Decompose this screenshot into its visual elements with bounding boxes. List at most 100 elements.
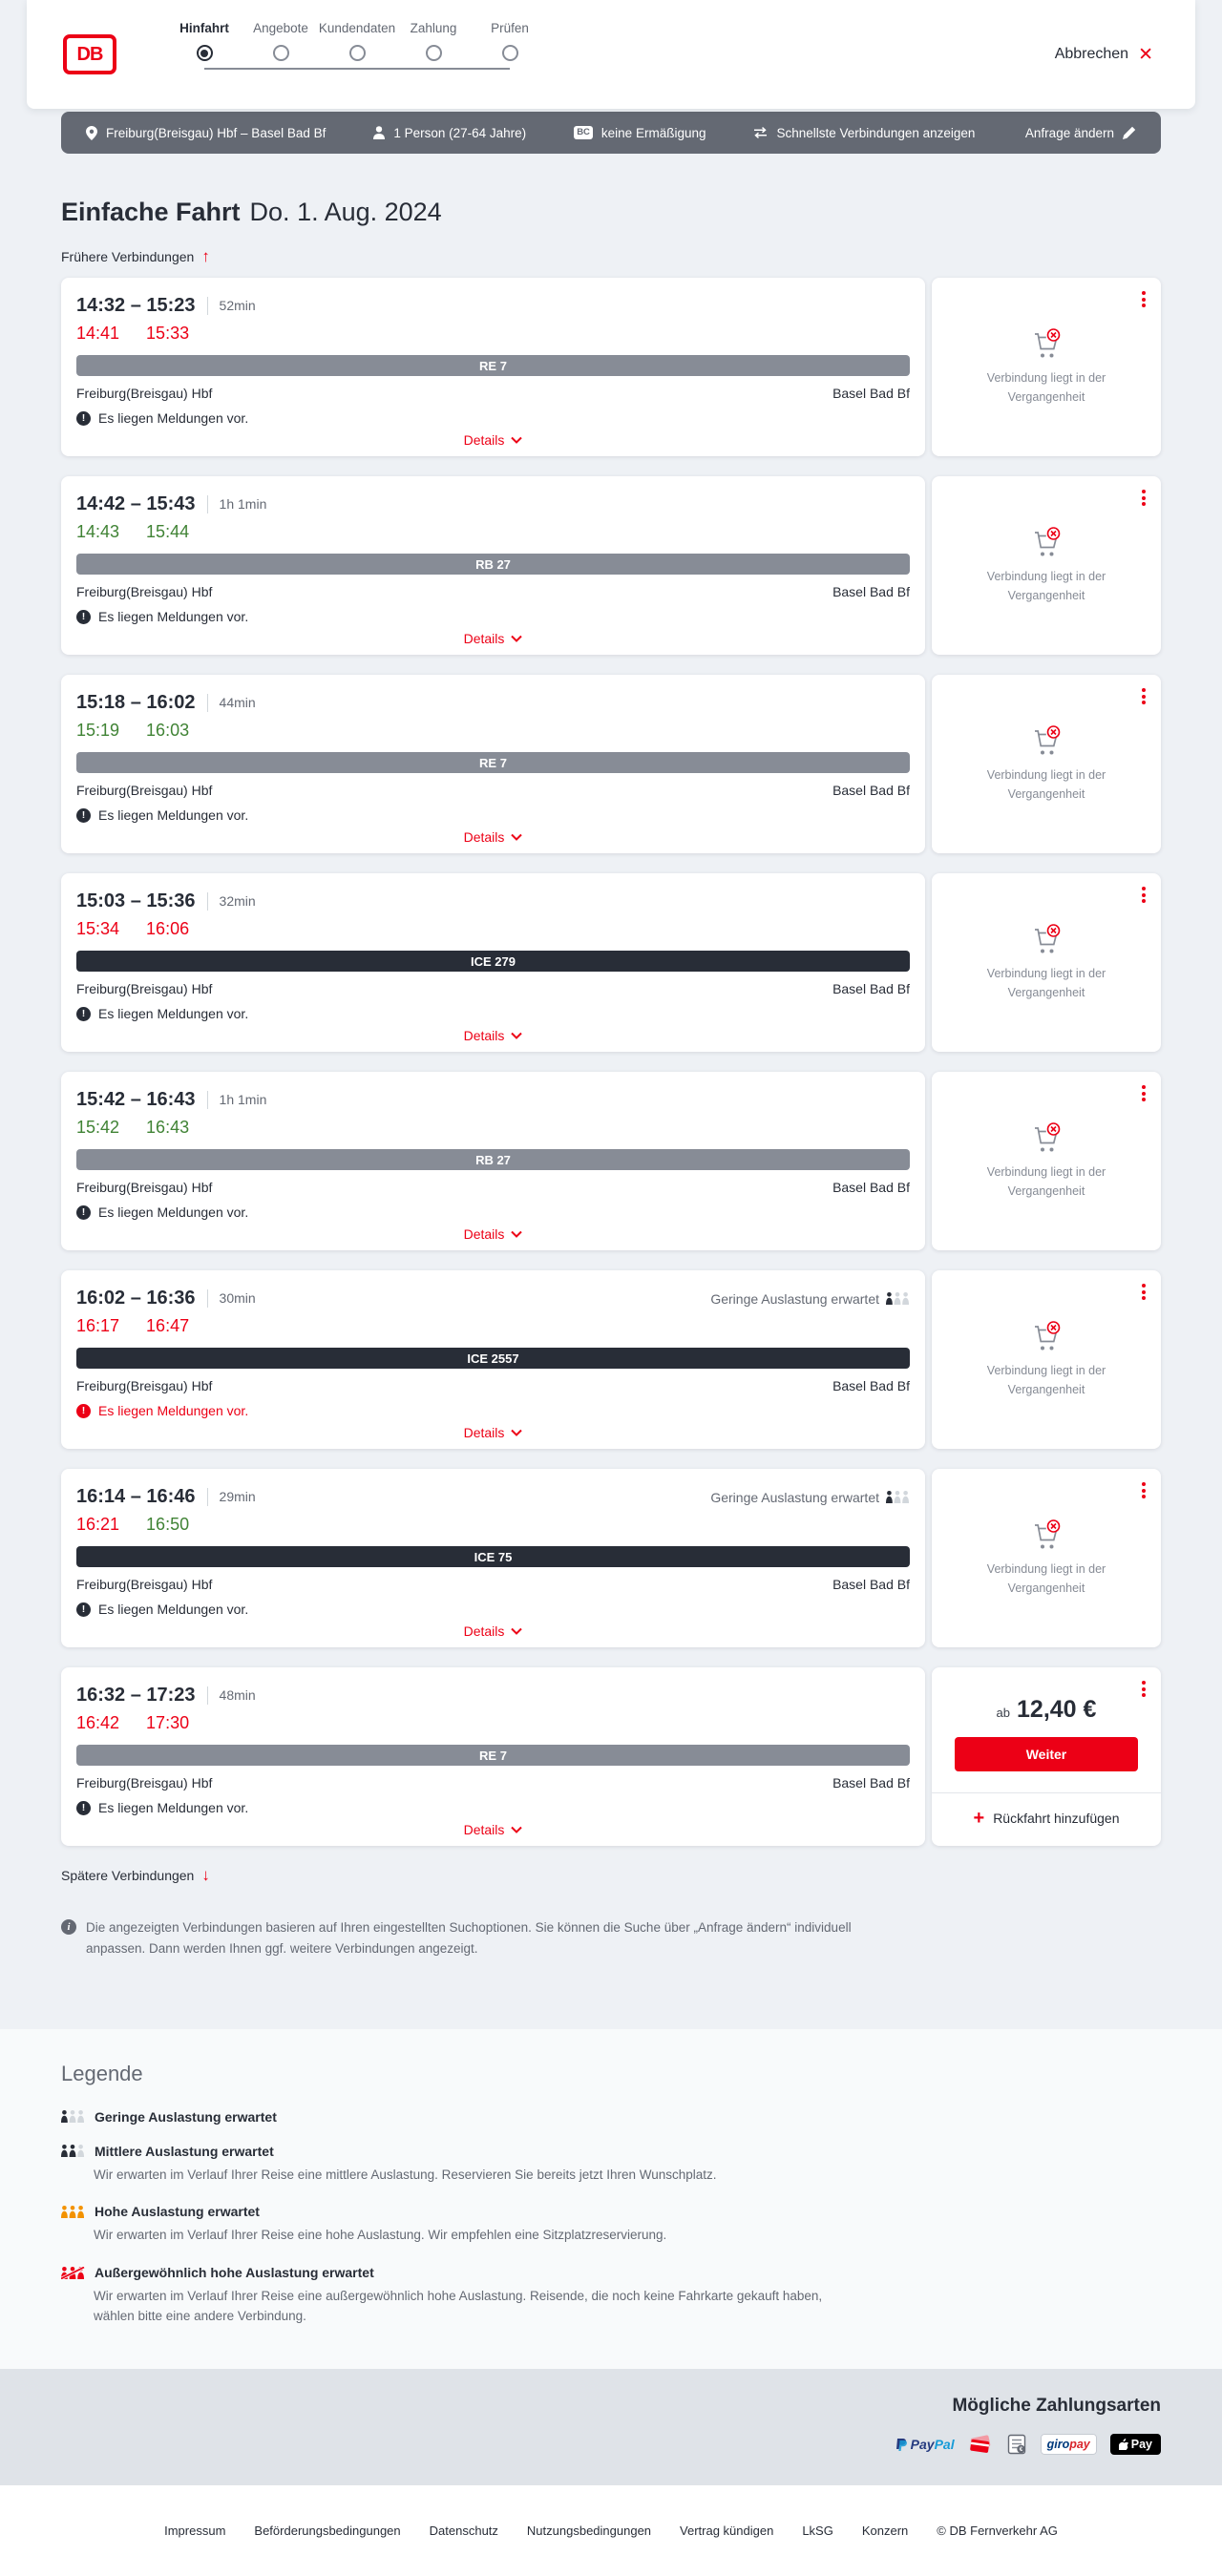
legend-item-high: Hohe Auslastung erwartet Wir erwarten im … [61, 2204, 1161, 2246]
train-segment-bar: ICE 2557 [76, 1348, 910, 1369]
chevron-down-icon [511, 1627, 523, 1635]
cancel-button[interactable]: Abbrechen ✕ [1049, 45, 1159, 65]
step-zahlung[interactable]: Zahlung [395, 21, 472, 61]
change-request-button[interactable]: Anfrage ändern [1025, 126, 1136, 140]
footer: Impressum Beförderungsbedingungen Datensch… [0, 2485, 1222, 2576]
connection-header: 15:18 – 16:02 44min [76, 692, 910, 714]
messages-row: ! Es liegen Meldungen vor. [76, 410, 910, 426]
connection-header: 16:14 – 16:46 29min Geringe Auslastung e… [76, 1486, 910, 1508]
pencil-icon [1123, 126, 1136, 139]
message-text: Es liegen Meldungen vor. [98, 1800, 249, 1815]
later-connections-label: Spätere Verbindungen [61, 1867, 195, 1883]
discount-text: keine Ermäßigung [600, 125, 706, 140]
actual-times: 15:34 16:06 [76, 919, 910, 939]
later-connections-link[interactable]: Spätere Verbindungen ↓ [61, 1867, 210, 1883]
db-logo: DB [63, 34, 116, 74]
stations-row: Freiburg(Breisgau) Hbf Basel Bad Bf [76, 981, 910, 996]
step-kundendaten[interactable]: Kundendaten [319, 21, 395, 61]
details-toggle[interactable]: Details [458, 630, 529, 647]
continue-button[interactable]: Weiter [955, 1737, 1138, 1771]
actual-arrival-time: 15:44 [146, 522, 190, 541]
overflow-menu-button[interactable] [1138, 287, 1149, 311]
alert-icon: ! [76, 410, 91, 426]
overflow-menu-button[interactable] [1138, 1280, 1149, 1304]
occupancy-icon [61, 2205, 84, 2218]
cart-unavailable-icon [1035, 328, 1061, 358]
fastest-text: Schnellste Verbindungen anzeigen [776, 125, 976, 140]
add-return-button[interactable]: + Rückfahrt hinzufügen [968, 1793, 1126, 1843]
traveler-summary: 1 Person (27-64 Jahre) [373, 126, 526, 140]
overflow-menu-button[interactable] [1138, 1677, 1149, 1701]
overflow-menu-button[interactable] [1138, 486, 1149, 510]
trip-mode: Einfache Fahrt [61, 198, 241, 226]
step-prüfen[interactable]: Prüfen [472, 21, 548, 61]
legend-item-mid: Mittlere Auslastung erwartet Wir erwarten… [61, 2144, 1161, 2186]
chevron-down-icon [511, 436, 523, 444]
messages-row: ! Es liegen Meldungen vor. [76, 1800, 910, 1815]
footer-link-vertrag-kündigen[interactable]: Vertrag kündigen [680, 2524, 774, 2539]
connection-card: 15:42 – 16:43 1h 1min 15:42 16:43 RB 27 … [61, 1072, 925, 1250]
overflow-menu-button[interactable] [1138, 684, 1149, 708]
footer-link-nutzungsbedingungen[interactable]: Nutzungsbedingungen [526, 2524, 652, 2539]
actual-times: 14:41 15:33 [76, 324, 910, 344]
earlier-connections-link[interactable]: Frühere Verbindungen ↑ [61, 248, 210, 264]
overflow-menu-button[interactable] [1138, 1478, 1149, 1502]
details-toggle[interactable]: Details [458, 1623, 529, 1640]
alert-icon: ! [76, 1204, 91, 1220]
legend-item-title-row: Außergewöhnlich hohe Auslastung erwartet [61, 2265, 1161, 2280]
actual-departure-time: 14:41 [76, 324, 120, 343]
footer-link-konzern[interactable]: Konzern [861, 2524, 909, 2539]
alert-icon: ! [76, 1800, 91, 1815]
details-toggle[interactable]: Details [458, 1027, 529, 1044]
planned-times: 15:18 – 16:02 [76, 692, 196, 713]
past-connection-panel: Verbindung liegt in der Vergangenheit [932, 873, 1161, 1052]
side-divider [932, 1792, 1161, 1793]
details-toggle[interactable]: Details [458, 828, 529, 846]
past-connection-panel: Verbindung liegt in der Vergangenheit [932, 1270, 1161, 1449]
legend-item-title: Außergewöhnlich hohe Auslastung erwartet [95, 2265, 374, 2281]
legend-item-description: Wir erwarten im Verlauf Ihrer Reise eine… [94, 2228, 667, 2243]
connection-header: 14:32 – 15:23 52min [76, 295, 910, 317]
chevron-down-icon [511, 833, 523, 841]
stations-row: Freiburg(Breisgau) Hbf Basel Bad Bf [76, 584, 910, 599]
footer-link-datenschutz[interactable]: Datenschutz [429, 2524, 498, 2539]
past-connection-panel: Verbindung liegt in der Vergangenheit [932, 675, 1161, 853]
fastest-connections-toggle[interactable]: Schnellste Verbindungen anzeigen [753, 126, 975, 140]
details-label: Details [463, 1028, 505, 1043]
details-toggle[interactable]: Details [458, 1225, 529, 1243]
giropay-text-2: pay [1069, 2438, 1090, 2452]
overflow-menu-button[interactable] [1138, 883, 1149, 907]
alert-icon: ! [76, 1602, 91, 1617]
footer-link-impressum[interactable]: Impressum [164, 2524, 226, 2539]
messages-row: ! Es liegen Meldungen vor. [76, 1204, 910, 1220]
footer-link-lksg[interactable]: LkSG [802, 2524, 833, 2539]
arrow-down-icon: ↓ [201, 1866, 210, 1884]
duration: 52min [206, 296, 256, 316]
connection-row: 15:03 – 15:36 32min 15:34 16:06 ICE 279 … [61, 873, 1161, 1052]
planned-times: 14:42 – 15:43 [76, 493, 196, 514]
person-icon [373, 126, 386, 139]
price-line: ab 12,40 € [997, 1696, 1097, 1724]
overflow-menu-button[interactable] [1138, 1081, 1149, 1105]
plus-icon: + [973, 1808, 985, 1829]
actual-times: 14:43 15:44 [76, 522, 910, 542]
chevron-down-icon [511, 635, 523, 642]
message-text: Es liegen Meldungen vor. [98, 410, 249, 426]
footer-link-beförderungsbedingungen[interactable]: Beförderungsbedingungen [254, 2524, 401, 2539]
actual-departure-time: 16:21 [76, 1515, 120, 1534]
details-toggle[interactable]: Details [458, 1821, 529, 1838]
step-dot-icon [425, 45, 442, 61]
destination-station: Basel Bad Bf [832, 386, 910, 401]
details-toggle[interactable]: Details [458, 1424, 529, 1441]
past-connection-text: Verbindung liegt in der Vergangenheit [986, 570, 1106, 602]
search-options-note: i Die angezeigten Verbindungen basieren … [61, 1917, 863, 1960]
legend-item-title: Hohe Auslastung erwartet [95, 2204, 260, 2220]
legend-title: Legende [61, 2061, 143, 2085]
actual-arrival-time: 15:33 [146, 324, 190, 343]
step-hinfahrt[interactable]: Hinfahrt [166, 21, 242, 61]
actual-departure-time: 15:34 [76, 919, 120, 938]
info-note-text: Die angezeigten Verbindungen basieren au… [86, 1920, 852, 1957]
step-label: Kundendaten [318, 21, 396, 35]
details-toggle[interactable]: Details [458, 431, 529, 449]
step-angebote[interactable]: Angebote [242, 21, 319, 61]
